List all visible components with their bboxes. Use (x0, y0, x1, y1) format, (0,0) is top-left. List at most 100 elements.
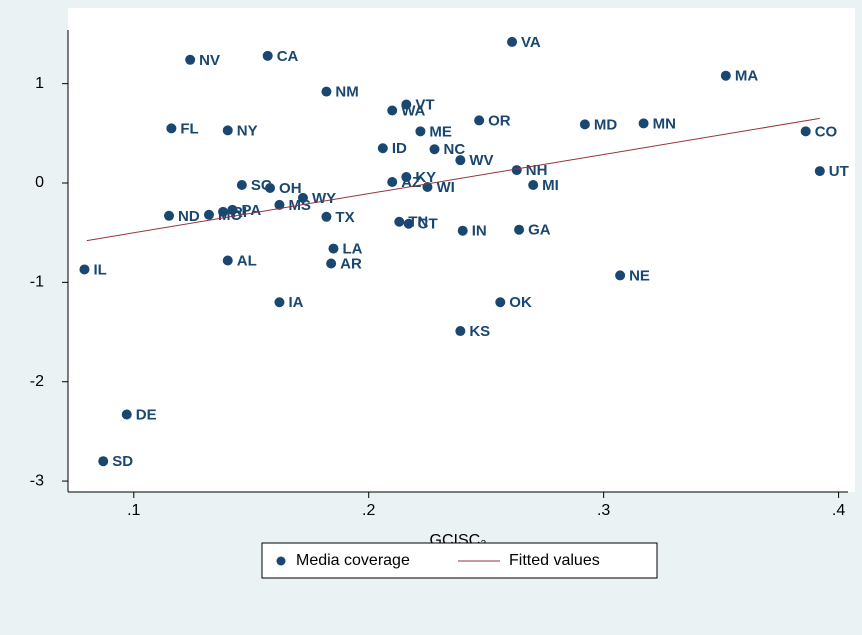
point-label: PA (241, 202, 261, 219)
legend-label: Media coverage (296, 552, 410, 569)
point-label: CO (815, 123, 838, 140)
point-label: WV (469, 152, 493, 169)
point-label: AR (340, 255, 362, 272)
point-label: IN (472, 223, 487, 240)
point-label: KY (415, 169, 436, 186)
x-tick-label: .3 (597, 502, 610, 519)
point-label: VT (415, 96, 434, 113)
point (615, 270, 626, 281)
point (218, 206, 229, 217)
point (455, 326, 466, 337)
point-label: ID (392, 140, 407, 157)
point (297, 192, 308, 203)
point (98, 456, 109, 467)
y-tick-label: -3 (30, 472, 44, 489)
point (326, 258, 337, 269)
plot-area (68, 8, 855, 492)
point (474, 115, 485, 126)
point (262, 50, 273, 61)
point-label: TX (335, 209, 354, 226)
point (185, 54, 196, 65)
point (720, 70, 731, 81)
point (814, 166, 825, 177)
point-label: NY (237, 122, 258, 139)
point-label: OR (488, 112, 511, 129)
point-label: IA (288, 294, 303, 311)
point (321, 211, 332, 222)
point (579, 119, 590, 130)
point (203, 209, 214, 220)
point (227, 204, 238, 215)
fitted-line (86, 117, 820, 242)
point (457, 225, 468, 236)
y-tick-label: -1 (30, 274, 44, 291)
point (401, 99, 412, 110)
point (166, 123, 177, 134)
point-label: RI (232, 204, 247, 221)
point-label: TN (408, 214, 428, 231)
point (638, 118, 649, 129)
point (528, 179, 539, 190)
point-label: SD (112, 453, 133, 470)
point-label: IL (93, 261, 106, 278)
point (222, 255, 233, 266)
point-label: OK (509, 294, 532, 311)
point (222, 125, 233, 136)
point-label: NE (629, 267, 650, 284)
point (455, 155, 466, 166)
point (800, 126, 811, 137)
point-label: ND (178, 208, 200, 225)
x-tick-label: .1 (127, 502, 140, 519)
point (274, 297, 285, 308)
point-label: WA (401, 102, 425, 119)
point (387, 105, 398, 116)
x-tick-label: .2 (362, 502, 375, 519)
point (507, 36, 518, 47)
point-label: WY (312, 190, 336, 207)
point-label: MA (735, 68, 758, 85)
legend-label: Fitted values (509, 552, 600, 569)
point-label: NM (335, 84, 358, 101)
point (495, 297, 506, 308)
point (429, 144, 440, 155)
point-label: VA (521, 34, 541, 51)
point (79, 264, 90, 275)
point (511, 165, 522, 176)
y-tick-label: -2 (30, 373, 44, 390)
point (387, 177, 398, 188)
point (514, 224, 525, 235)
point (415, 126, 426, 137)
point (321, 86, 332, 97)
y-tick-label: 0 (35, 174, 44, 191)
point-label: ME (429, 123, 452, 140)
y-tick-label: 1 (35, 75, 44, 92)
point (377, 143, 388, 154)
point-label: AL (237, 252, 257, 269)
point-label: MN (653, 115, 676, 132)
point (401, 172, 412, 183)
point-label: WI (436, 179, 454, 196)
point-label: OH (279, 180, 302, 197)
point-label: LA (342, 241, 362, 258)
legend: Media coverage Fitted values (261, 542, 658, 579)
point (265, 182, 276, 193)
point-label: DE (136, 406, 157, 423)
point-label: CT (418, 216, 438, 233)
point-label: GA (528, 222, 551, 239)
x-tick-label: .4 (832, 502, 845, 519)
point (274, 199, 285, 210)
point (236, 179, 247, 190)
point (394, 216, 405, 227)
point-label: NV (199, 52, 220, 69)
point-label: CA (277, 48, 299, 65)
point (121, 409, 132, 420)
point-label: NC (444, 141, 466, 158)
point-label: KS (469, 323, 490, 340)
legend-marker (276, 556, 286, 566)
point-label: MD (594, 116, 617, 133)
point-label: FL (180, 120, 198, 137)
point (164, 210, 175, 221)
point (328, 243, 339, 254)
point (403, 218, 414, 229)
